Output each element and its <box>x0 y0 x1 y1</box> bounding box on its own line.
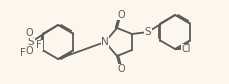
Text: N: N <box>101 37 109 47</box>
Text: O: O <box>117 10 125 20</box>
Text: Cl: Cl <box>181 44 191 54</box>
Text: O: O <box>25 28 33 38</box>
Text: S: S <box>145 27 151 37</box>
Text: F: F <box>36 40 42 50</box>
Text: O: O <box>117 64 125 74</box>
Text: F: F <box>20 48 26 58</box>
Text: O: O <box>25 46 33 56</box>
Text: S: S <box>28 37 34 47</box>
